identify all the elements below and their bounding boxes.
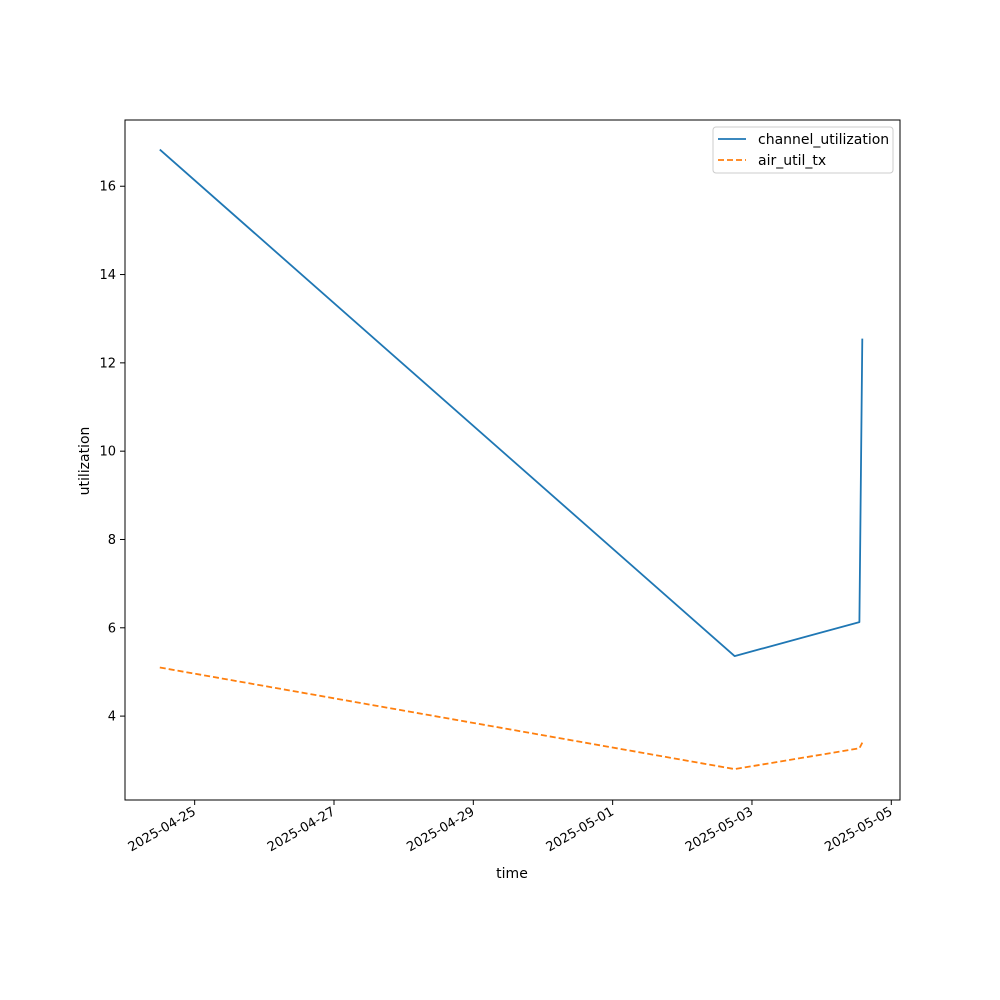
legend: channel_utilization air_util_tx <box>712 126 894 174</box>
legend-frame <box>712 126 894 174</box>
y-axis-ticks: 4 6 8 10 12 14 16 <box>99 180 125 725</box>
series-line-air-util-tx <box>159 666 864 770</box>
y-tick-label: 14 <box>99 268 116 283</box>
series-line-channel-utilization <box>159 148 864 657</box>
x-axis-label: time <box>496 866 528 882</box>
y-tick-label: 6 <box>108 621 116 636</box>
y-tick-label: 16 <box>99 180 116 195</box>
plot-area-frame <box>124 119 901 801</box>
legend-label-air-util-tx: air_util_tx <box>758 153 826 169</box>
y-tick-label: 4 <box>108 710 116 725</box>
y-tick-label: 10 <box>99 445 116 460</box>
legend-label-channel-utilization: channel_utilization <box>758 132 889 148</box>
y-axis-label: utilization <box>77 427 93 496</box>
y-tick-label: 8 <box>108 533 116 548</box>
y-tick-label: 12 <box>99 356 116 371</box>
series-layer <box>159 148 864 770</box>
